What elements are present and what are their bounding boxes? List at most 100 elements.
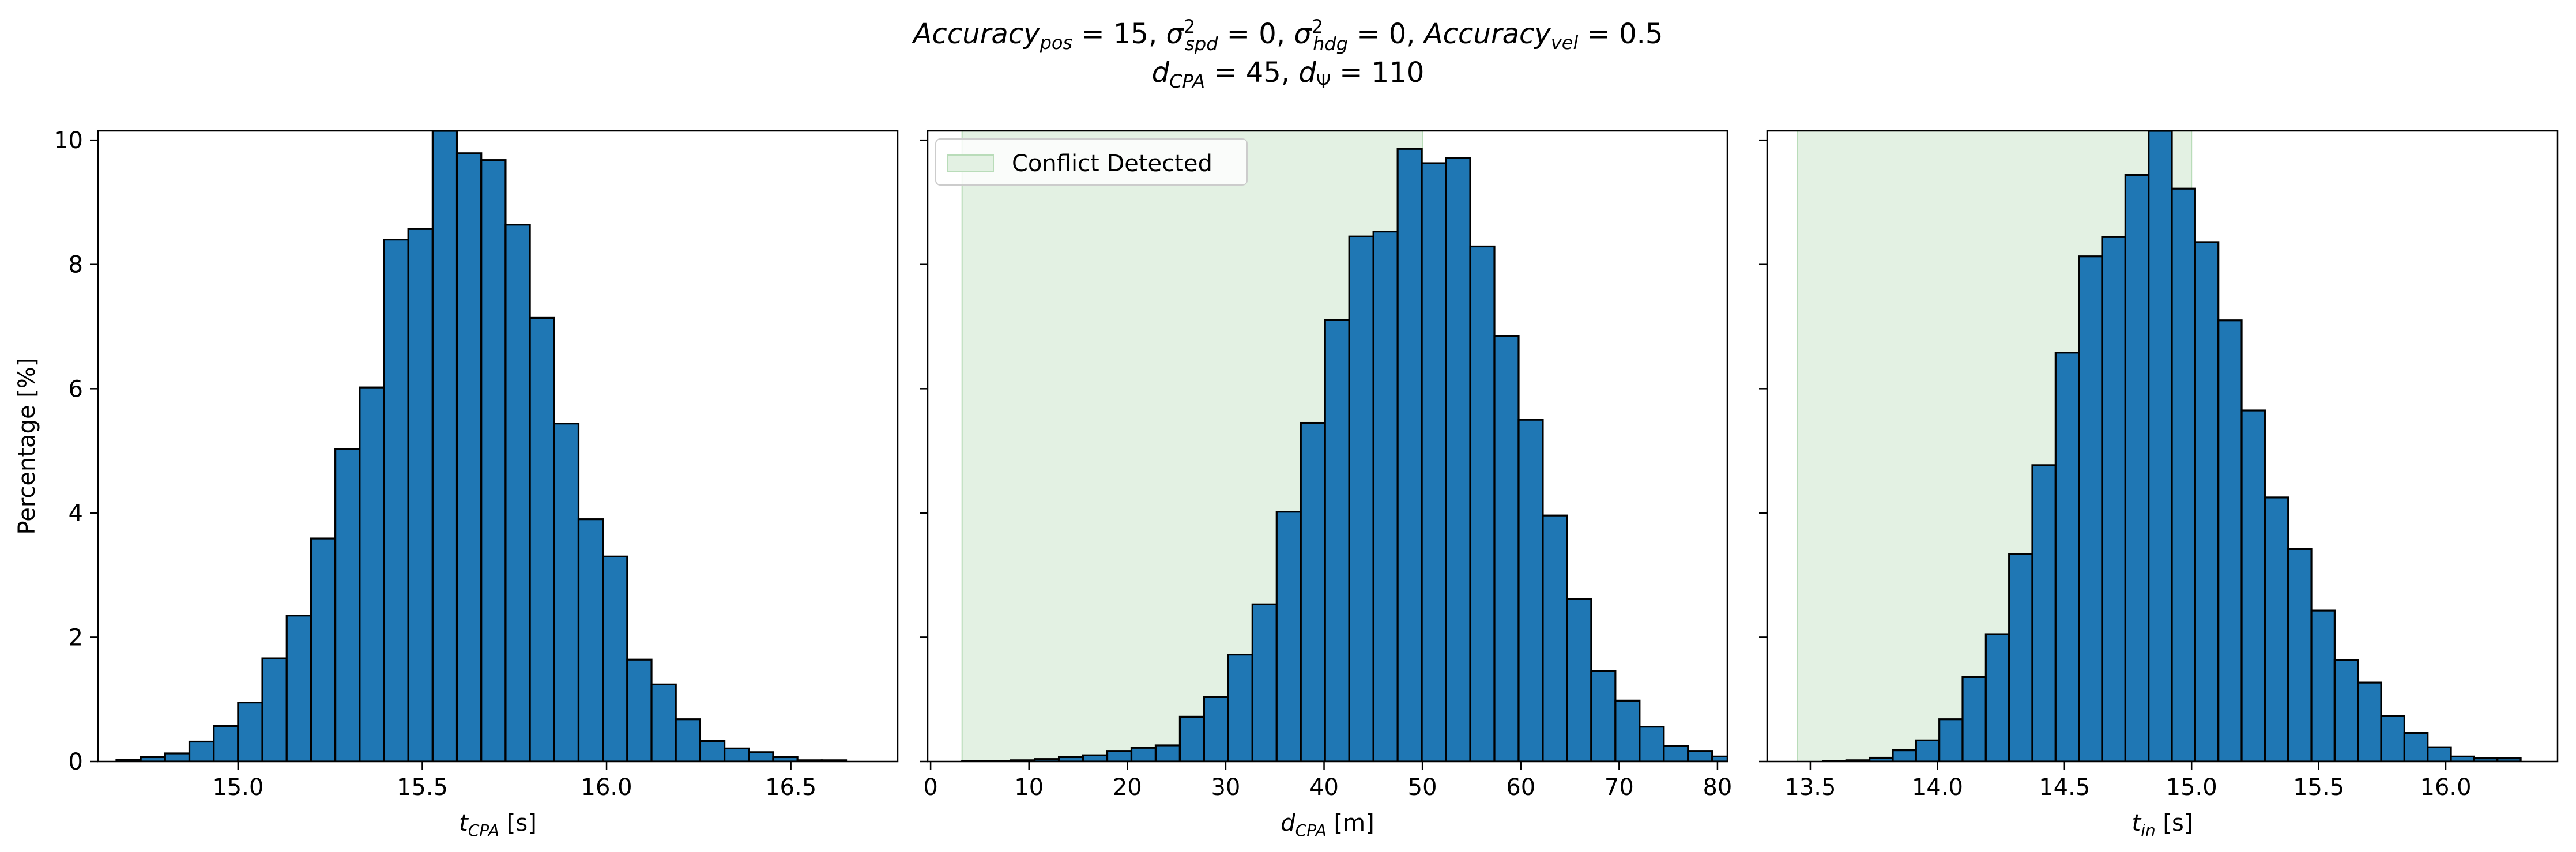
- histogram-bar: [2310, 609, 2336, 761]
- histogram-bar: [504, 224, 531, 761]
- x-tick-label: 50: [1408, 774, 1437, 801]
- plot-area: [1797, 131, 2522, 761]
- legend: Conflict Detected: [935, 138, 1248, 186]
- x-tick-label: 80: [1703, 774, 1732, 801]
- histogram-panel-2: 0 10 20 30 40 50 60 70 80 dCPA [m] Conflict Detect…: [920, 130, 1732, 840]
- histogram-bar: [1663, 745, 1689, 761]
- histogram-bar: [334, 448, 361, 761]
- histogram-bar: [2217, 319, 2243, 761]
- histogram-bar: [164, 752, 191, 761]
- x-tick-label: 13.5: [1784, 774, 1836, 801]
- histogram-bar: [1421, 162, 1447, 761]
- histogram-bar: [1324, 319, 1350, 761]
- x-tick-label: 16.0: [581, 774, 632, 801]
- histogram-bar: [529, 316, 555, 761]
- x-tick-label: 20: [1113, 774, 1142, 801]
- y-tick-label: 10: [54, 127, 83, 154]
- histogram-bar: [2403, 732, 2429, 761]
- histogram-bar: [553, 423, 580, 761]
- legend-swatch: [947, 154, 994, 172]
- axes-frame: [1766, 130, 2559, 763]
- histogram-bar: [1493, 335, 1520, 761]
- histogram-bar: [261, 657, 288, 761]
- histogram-bar: [431, 131, 458, 761]
- histogram-bar: [1469, 245, 1496, 761]
- histogram-bar: [1130, 747, 1157, 761]
- histogram-bar: [2101, 236, 2126, 761]
- histogram-bar: [213, 725, 239, 761]
- histogram-bar: [2194, 241, 2220, 761]
- histogram-bar: [2380, 715, 2405, 761]
- histogram-bar: [1227, 654, 1253, 761]
- histogram-bar: [1542, 514, 1568, 761]
- x-tick-label: 14.5: [2039, 774, 2090, 801]
- histogram-bar: [723, 747, 750, 761]
- histogram-bar: [2148, 131, 2173, 761]
- histogram-bar: [1396, 148, 1423, 761]
- histogram-bar: [1445, 157, 1471, 761]
- histogram-bar: [626, 658, 653, 761]
- histogram-bar: [310, 537, 337, 761]
- histogram-bar: [1938, 718, 1964, 761]
- histogram-bar: [1082, 754, 1109, 761]
- x-tick-label: 30: [1211, 774, 1240, 801]
- histogram-bar: [2357, 681, 2382, 761]
- figure-title-line1: Accuracypos = 15, σ2 spd = 0, σ2 hdg = 0, …: [912, 16, 1663, 55]
- histogram-bar: [1517, 419, 1544, 761]
- histogram-bar: [699, 740, 726, 761]
- y-tick-label: 4: [69, 500, 83, 527]
- histogram-bar: [602, 555, 628, 761]
- histogram-bar: [2427, 746, 2452, 761]
- histogram-bar: [237, 702, 263, 761]
- histogram-bar: [1275, 511, 1302, 761]
- histogram-bar: [285, 615, 312, 761]
- histogram-bar: [1892, 749, 1917, 761]
- x-tick-label: 16.5: [765, 774, 816, 801]
- histogram-bar: [1915, 739, 1941, 761]
- histogram-bar: [1639, 726, 1665, 761]
- axes-frame: [97, 130, 899, 763]
- x-tick-label: 15.5: [2293, 774, 2344, 801]
- histogram-bar: [1106, 750, 1133, 761]
- histogram-bar: [748, 751, 774, 761]
- histogram-bar: [2054, 352, 2080, 761]
- histogram-bar: [577, 518, 604, 761]
- histogram-bar: [480, 159, 507, 761]
- histogram-bar: [1614, 699, 1641, 761]
- plot-area: [961, 131, 1727, 761]
- histogram-bar: [1300, 421, 1326, 761]
- histogram-bar: [1348, 235, 1374, 761]
- histogram-bar: [2287, 548, 2313, 761]
- legend-box: [935, 138, 1248, 186]
- x-tick-label: 14.0: [1912, 774, 1963, 801]
- x-tick-label: 0: [923, 774, 937, 801]
- histogram-panel-3: 13.5 14.0 14.5 15.0 15.5 16.0 tin [s]: [1759, 130, 2559, 840]
- x-tick-label: 60: [1506, 774, 1535, 801]
- histogram-bar: [2333, 659, 2359, 761]
- histogram-bar: [2124, 174, 2150, 761]
- histogram-bar: [1590, 670, 1617, 761]
- histogram-bar: [1711, 755, 1727, 761]
- y-tick-label: 6: [69, 376, 83, 402]
- legend-label: Conflict Detected: [1012, 150, 1212, 177]
- histogram-panel-1: 15.0 15.5 16.0 16.5 0 2 4 6 8 10 tCPA [s] Percentag…: [14, 127, 899, 840]
- plot-area: [115, 131, 848, 761]
- x-tick-label: 10: [1014, 774, 1044, 801]
- histogram-bar: [188, 740, 215, 761]
- histogram-bar: [1178, 715, 1205, 761]
- histogram-bar: [1251, 603, 1278, 761]
- x-axis-label: dCPA [m]: [1281, 810, 1374, 840]
- histogram-bar: [2496, 757, 2522, 761]
- y-tick-label: 0: [69, 749, 83, 775]
- histogram-bar: [1984, 633, 2010, 761]
- y-tick-label: 2: [69, 624, 83, 651]
- x-tick-label: 40: [1309, 774, 1339, 801]
- x-tick-label: 15.5: [397, 774, 448, 801]
- histogram-bar: [2008, 553, 2033, 761]
- figure-title-line2: dCPA = 45, dΨ = 110: [1152, 56, 1425, 92]
- histogram-bar: [359, 386, 385, 761]
- histogram-bar: [1203, 696, 1229, 761]
- x-tick-label: 70: [1605, 774, 1634, 801]
- histogram-bar: [675, 718, 702, 761]
